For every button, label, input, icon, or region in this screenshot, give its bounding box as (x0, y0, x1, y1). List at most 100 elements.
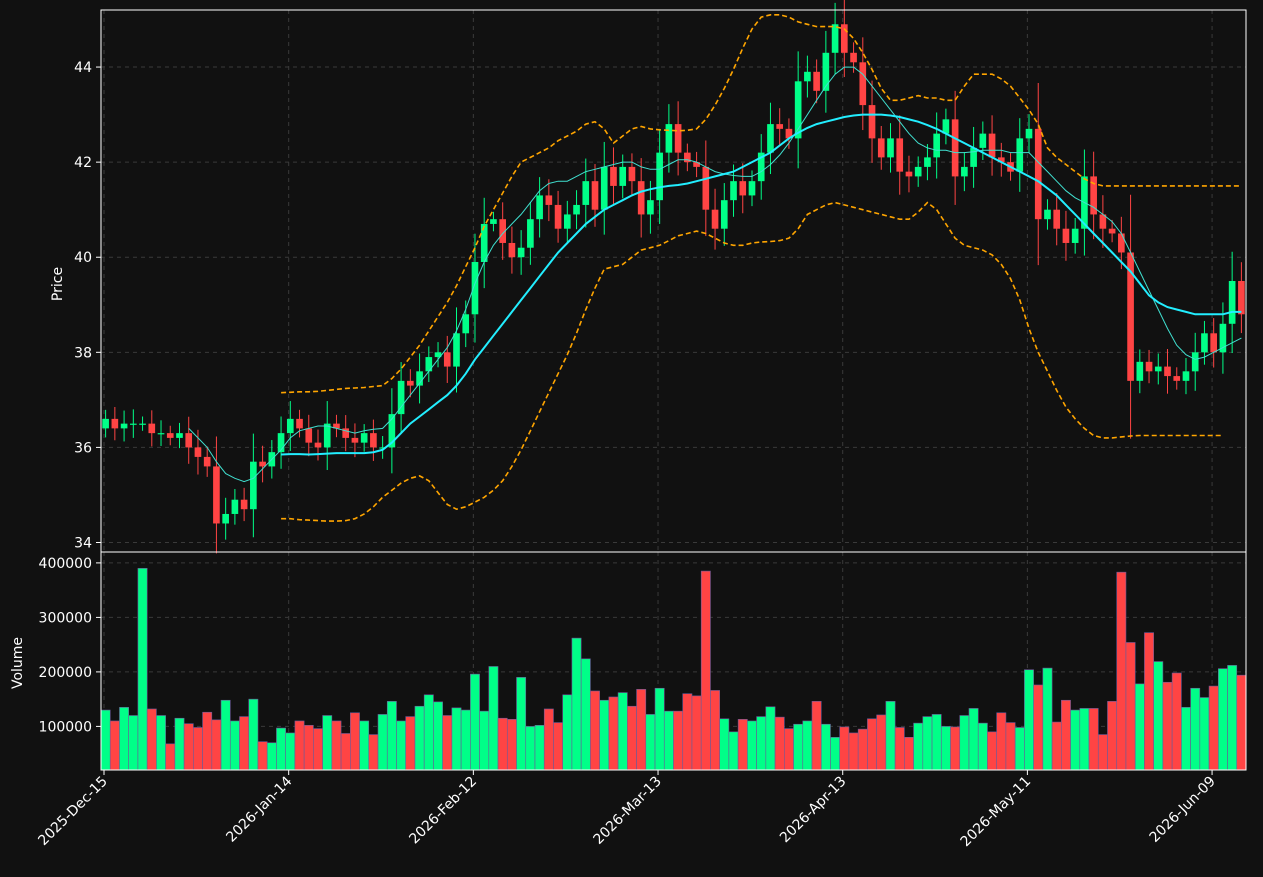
candle-body (1164, 366, 1171, 377)
volume-bar (1033, 684, 1044, 771)
volume-bar (904, 736, 914, 771)
candle-body (1201, 333, 1208, 353)
volume-bar (359, 720, 370, 771)
candle-body (979, 133, 987, 148)
candle-body (563, 214, 571, 229)
candle-body (970, 147, 977, 167)
volume-bar (479, 710, 490, 771)
volume-bar (276, 727, 286, 771)
candle-body (1099, 214, 1107, 229)
volume-bar (922, 716, 933, 771)
volume-bar (1227, 665, 1238, 771)
volume-axis-label: Volume (10, 637, 26, 689)
candle-body (887, 138, 894, 158)
volume-bar (202, 711, 213, 771)
volume-bar (1217, 668, 1228, 771)
volume-bar (193, 727, 203, 771)
volume-bar (331, 720, 342, 771)
candle-body (545, 195, 553, 205)
volume-bar (885, 701, 896, 771)
candle-body (443, 352, 451, 367)
candle-body (1219, 323, 1227, 353)
volume-bar (183, 723, 194, 771)
volume-tick-label: 300000 (39, 610, 92, 626)
volume-bar (747, 720, 757, 771)
volume-bar (774, 716, 785, 771)
volume-bar (156, 715, 166, 771)
volume-bar (543, 708, 554, 771)
candle-body (1228, 281, 1236, 324)
volume-bar (211, 719, 222, 771)
volume-bar (1024, 669, 1034, 771)
candle-body (1238, 281, 1245, 315)
candle-body (259, 461, 266, 467)
volume-bar (248, 698, 259, 771)
volume-bar (100, 709, 111, 771)
volume-bar (460, 709, 471, 771)
volume-bar (1144, 632, 1154, 771)
candles (102, 0, 1245, 554)
volume-bar (802, 720, 813, 771)
volume-bar (1236, 674, 1247, 771)
volume-bar (1014, 727, 1025, 771)
candle-body (148, 423, 156, 434)
candle-body (757, 152, 765, 182)
candle-body (203, 456, 211, 467)
candle-body (628, 166, 636, 182)
volume-bar (128, 715, 139, 771)
volume-bar (350, 712, 360, 771)
candle-body (554, 204, 562, 229)
candle-body (730, 181, 737, 201)
ma-fast-line (188, 66, 1242, 483)
volume-bar (1162, 681, 1173, 771)
volume-bar (913, 722, 924, 771)
volume-bar (396, 720, 407, 771)
volume-bar (562, 694, 573, 771)
candle-body (600, 166, 608, 210)
volume-bar (580, 658, 591, 771)
volume-bar (894, 727, 905, 771)
volume-bar (710, 690, 720, 771)
candle-body (720, 200, 728, 229)
bollinger-lower-line (281, 201, 1223, 522)
candle-body (296, 418, 303, 429)
candle-body (647, 200, 654, 215)
candle-body (573, 204, 580, 215)
volume-bar (442, 715, 453, 771)
volume-bar (830, 736, 841, 771)
price-tick-label: 40 (74, 250, 92, 266)
volume-bar (119, 707, 130, 771)
volume-bar (848, 732, 859, 771)
candle-body (1062, 228, 1070, 243)
volume-bar (470, 673, 480, 771)
candle-body (1182, 371, 1190, 381)
volume-bar (977, 722, 988, 771)
candle-body (139, 423, 146, 425)
volume-bar (1190, 687, 1201, 771)
candle-body (157, 433, 165, 435)
volume-bar (765, 706, 776, 771)
candle-body (286, 418, 294, 434)
volume-bar (654, 687, 665, 771)
volume-bar (627, 705, 637, 771)
volume-axis: 100000 200000 300000 400000 (39, 556, 101, 735)
volume-bar (146, 708, 157, 771)
candle-body (231, 499, 239, 514)
volume-bar (931, 714, 942, 771)
volume-bar (1116, 571, 1127, 771)
candle-body (841, 24, 848, 53)
candle-body (222, 513, 229, 524)
volume-bar (599, 699, 610, 771)
volume-bar (266, 742, 277, 771)
volume-bar (414, 705, 425, 771)
candle-body (379, 447, 386, 449)
volume-bar (1125, 642, 1136, 771)
candle-body (767, 124, 774, 153)
candle-body (536, 195, 543, 220)
candle-body (1108, 228, 1116, 234)
volume-bar (617, 692, 628, 771)
candle-body (527, 219, 534, 248)
volume-bar (1005, 722, 1016, 771)
candle-body (905, 171, 913, 177)
